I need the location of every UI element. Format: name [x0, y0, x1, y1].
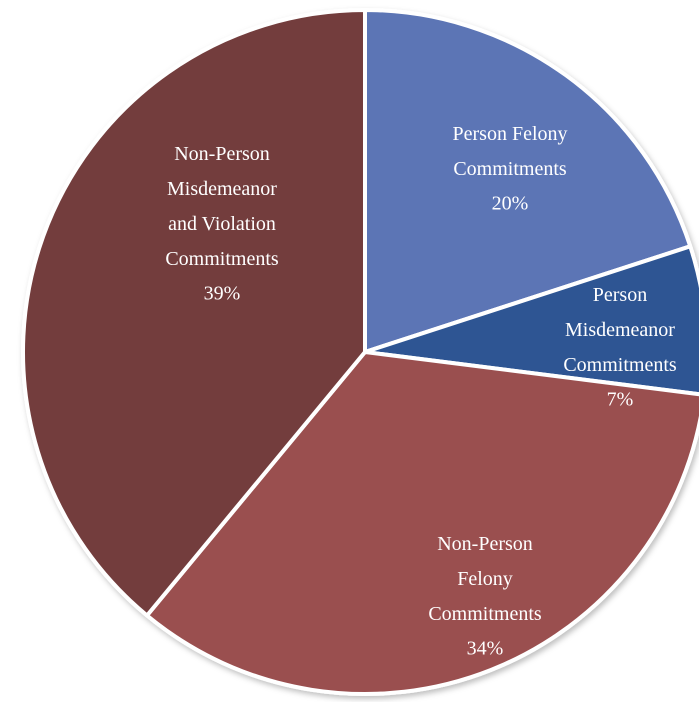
slice-label: Person Misdemeanor Commitments [563, 284, 677, 376]
value-label: 39% [204, 283, 241, 305]
value-label: 20% [492, 193, 529, 215]
labels: Person Felony Commitments 20% Person Misdeme… [165, 123, 677, 660]
pie-slice [145, 350, 699, 696]
pie [21, 8, 699, 696]
value-label: 34% [467, 638, 504, 660]
value-label: 7% [607, 389, 634, 411]
pie-slice [21, 8, 367, 618]
slice-label: Person Felony Commitments [453, 123, 568, 180]
pie-slice [363, 8, 693, 354]
slice-label: Non-Person Felony Commitments [428, 533, 542, 625]
pie-slice [363, 244, 699, 397]
slice-label: Non-Person Misdemeanor and Violation Commit… [165, 143, 279, 270]
